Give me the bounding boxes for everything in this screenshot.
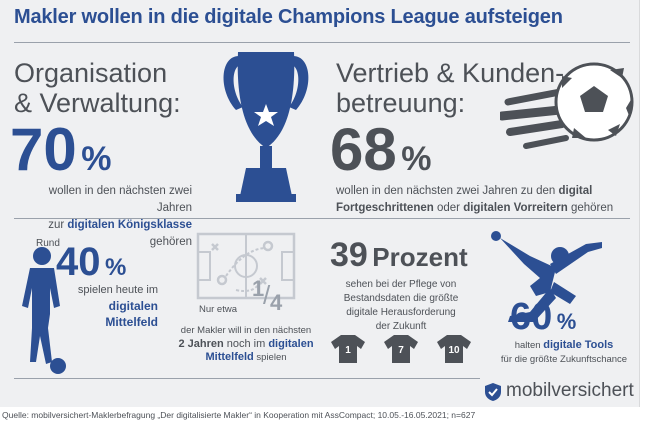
data-care-text: sehen bei der Pflege von Bestandsdaten d… xyxy=(328,278,474,334)
fraction-slash: / xyxy=(263,280,271,310)
tools-percent-value: 60 xyxy=(510,296,553,338)
midfield-percent-value: 40 xyxy=(56,240,101,284)
org-percent-block: 70 % xyxy=(10,120,111,180)
data-care-text-line2: Bestandsdaten die größte xyxy=(343,293,459,304)
quarter-text-line3: 2 Jahren noch im digitalen xyxy=(166,337,326,351)
shirt-number: 7 xyxy=(398,345,404,356)
org-percent-sign: % xyxy=(81,140,112,178)
sales-heading-line1: Vertrieb & Kunden- xyxy=(336,58,565,88)
quarter-text: der Makler will in den nächsten 2 Jahren… xyxy=(166,324,326,364)
divider-bottom xyxy=(14,378,480,379)
sales-text-highlight1: Fortgeschrittenen xyxy=(336,202,434,214)
shirt-icon xyxy=(384,335,418,363)
shirt-icon xyxy=(437,335,471,363)
sales-text-line2: Fortgeschrittenen oder digitalen Vorreit… xyxy=(336,200,626,217)
tools-text-highlight: digitale Tools xyxy=(543,339,614,351)
shirt-number: 10 xyxy=(448,345,460,356)
divider-top xyxy=(14,42,630,43)
midfield-percent-block: 40 % xyxy=(56,240,126,285)
data-care-number: 39 xyxy=(330,236,368,274)
sales-heading-line2: betreuung: xyxy=(336,88,466,118)
quarter-text-mid: noch im xyxy=(223,338,269,350)
midfield-highlight: digitalen Mittelfeld xyxy=(76,298,158,330)
fraction-denominator: 4 xyxy=(270,290,283,315)
sales-text: wollen in den nächsten zwei Jahren zu de… xyxy=(336,183,626,217)
data-care-heading: 39 Prozent xyxy=(330,236,468,275)
sales-text-highlight2: digitalen Vorreitern xyxy=(463,202,568,214)
tactics-board-icon xyxy=(196,232,296,300)
infographic-panel xyxy=(0,0,640,407)
midfield-prefix: Rund xyxy=(36,238,60,249)
tools-percent-block: 60 % xyxy=(510,296,576,339)
sales-text-line1-pre: wollen in den nächsten zwei Jahren zu de… xyxy=(336,185,559,197)
page-title: Makler wollen in die digitale Champions … xyxy=(14,6,563,28)
shield-icon xyxy=(485,383,501,401)
data-care-text-line1: sehen bei der Pflege von xyxy=(345,279,457,290)
sales-percent-block: 68 % xyxy=(330,120,431,180)
player-icon xyxy=(22,247,66,374)
divider-middle xyxy=(14,218,630,219)
sales-text-line1-highlight: digital xyxy=(558,185,593,197)
tools-text-line1: halten digitale Tools xyxy=(494,338,634,353)
source-note: Quelle: mobilversichert-Maklerbefragung … xyxy=(2,410,476,420)
org-heading-line1: Organisation xyxy=(14,58,168,88)
tools-percent-sign: % xyxy=(556,309,577,334)
org-percent-value: 70 xyxy=(10,116,77,183)
sales-percent-sign: % xyxy=(401,140,432,178)
sales-text-mid: oder xyxy=(433,202,464,214)
sales-percent-value: 68 xyxy=(330,116,397,183)
sales-text-line1: wollen in den nächsten zwei Jahren zu de… xyxy=(336,183,626,200)
org-text-post: gehören xyxy=(149,236,192,248)
quarter-text-line2: der Makler will in den nächsten xyxy=(180,325,312,336)
quarter-text-highlight2: Mittelfeld xyxy=(205,351,254,363)
shirt-number: 1 xyxy=(345,345,351,356)
tools-text-line2: für die größte Zukunftschance xyxy=(500,354,628,365)
data-care-text-line3: digitale Herausforderung xyxy=(346,307,456,318)
midfield-highlight-line1: digitalen xyxy=(108,299,158,313)
midfield-percent-sign: % xyxy=(104,254,127,281)
org-text: wollen in den nächsten zwei Jahren zur d… xyxy=(32,183,192,251)
sales-text-post: gehören xyxy=(567,202,614,214)
tools-text-pre: halten xyxy=(514,340,544,351)
tools-text: halten digitale Tools für die größte Zuk… xyxy=(494,338,634,367)
trophy-icon xyxy=(223,52,309,202)
quarter-text-line1: Nur etwa xyxy=(198,304,237,315)
fraction-numerator: 1 xyxy=(252,276,265,301)
quarter-text-dark: 2 Jahren xyxy=(178,338,224,350)
org-heading-line2: & Verwaltung: xyxy=(14,88,181,118)
brand-logo: mobilversichert xyxy=(506,380,634,401)
org-text-line1: wollen in den nächsten zwei Jahren xyxy=(48,185,192,214)
kicking-player-icon xyxy=(491,231,602,322)
org-text-line2: zur digitalen Königsklasse gehören xyxy=(32,217,192,251)
org-text-pre: zur xyxy=(48,219,68,231)
midfield-text-line1: spielen heute im xyxy=(77,284,158,296)
quarter-fraction: 1 / 4 xyxy=(252,276,288,320)
shirt-icon xyxy=(331,335,365,363)
football-icon xyxy=(500,62,634,149)
quarter-text-line4: Mittelfeld spielen xyxy=(166,351,326,364)
data-care-text-line4: der Zukunft xyxy=(375,321,427,332)
data-care-word: Prozent xyxy=(372,242,468,272)
quarter-text-post: spielen xyxy=(253,352,287,363)
midfield-highlight-line2: Mittelfeld xyxy=(105,315,158,329)
quarter-text-highlight: digitalen xyxy=(268,338,314,350)
org-text-highlight: digitalen Königsklasse xyxy=(67,219,192,231)
